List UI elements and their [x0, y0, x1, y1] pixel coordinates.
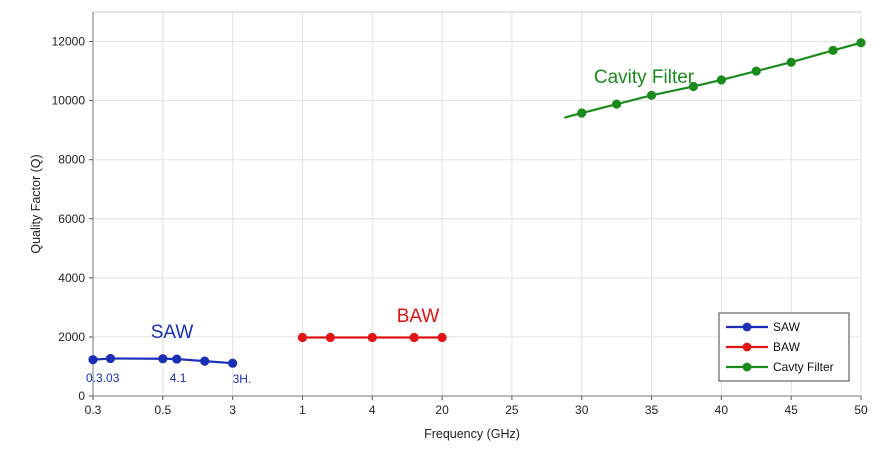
x-tick-label: 40: [715, 403, 729, 417]
legend-cavty-filter-marker: [742, 362, 752, 372]
x-tick-label: 20: [435, 403, 449, 417]
y-tick-label: 0: [78, 389, 85, 403]
series-group: [88, 38, 866, 368]
x-tick-label: 3: [229, 403, 236, 417]
x-tick-label: 0.5: [154, 403, 171, 417]
legend-baw-marker: [742, 342, 752, 352]
cavty-filter-point: [786, 57, 796, 67]
series-labels: SAW BAW Cavity Filter: [151, 67, 695, 343]
y-tick-label: 8000: [58, 153, 85, 167]
y-tick-label: 2000: [58, 330, 85, 344]
legend-cavty-filter-label: Cavty Filter: [773, 360, 834, 374]
baw-point: [297, 332, 308, 343]
y-tick-label: 10000: [52, 94, 86, 108]
cavty-filter-series-label: Cavity Filter: [594, 67, 695, 88]
legend-baw-label: BAW: [773, 340, 801, 354]
cavty-filter-line: [563, 41, 862, 119]
legend-saw-label: SAW: [773, 320, 801, 334]
saw-point: [228, 358, 238, 368]
cavty-filter-point: [751, 66, 761, 76]
x-tick-label: 0.3: [85, 403, 102, 417]
saw-point: [158, 354, 168, 364]
saw-point: [105, 353, 116, 364]
y-tick-label: 6000: [58, 212, 85, 226]
cavty-filter-point: [688, 81, 699, 92]
cavty-filter-point: [716, 75, 726, 85]
legend: SAW BAW Cavty Filter: [718, 312, 850, 382]
baw-point: [437, 332, 447, 343]
y-axis-title: Quality Factor (Q): [29, 154, 43, 253]
x-tick-label: 45: [785, 403, 799, 417]
cavty-filter-point: [646, 90, 657, 100]
cavty-filter-point: [577, 108, 587, 118]
y-axis-ticks: 0 2000 4000 6000 8000 10000 12000: [52, 12, 94, 403]
saw-series-label: SAW: [151, 322, 194, 343]
x-tick-label: 50: [854, 403, 868, 417]
x-tick-label: 1: [299, 403, 306, 417]
x-tick-label: 30: [575, 403, 589, 417]
x-tick-label: 4: [369, 403, 376, 417]
point-annotation: 0.3.03: [86, 371, 120, 385]
point-annotation: 3H.: [233, 372, 252, 386]
y-tick-label: 4000: [58, 271, 85, 285]
baw-series-label: BAW: [397, 306, 440, 327]
cavty-filter-point: [828, 45, 838, 56]
point-annotation: 4.1: [170, 371, 187, 385]
baw-point: [367, 332, 377, 343]
y-tick-label: 12000: [52, 35, 86, 49]
saw-point: [88, 355, 98, 365]
x-tick-label: 35: [645, 403, 659, 417]
point-annotations: 0.3.03 4.1 3H.: [86, 371, 251, 386]
cavty-filter-point: [856, 38, 866, 48]
x-tick-label: 25: [505, 403, 519, 417]
x-axis-title: Frequency (GHz): [424, 427, 520, 441]
saw-point: [200, 356, 210, 366]
x-axis-ticks: 0.3 0.5 3 1 4 20 25 30 35 40 45 50: [85, 395, 868, 417]
baw-point: [325, 332, 335, 343]
baw-point: [409, 332, 419, 343]
saw-point: [172, 354, 182, 364]
legend-saw-marker: [742, 322, 752, 332]
cavty-filter-point: [612, 99, 622, 109]
